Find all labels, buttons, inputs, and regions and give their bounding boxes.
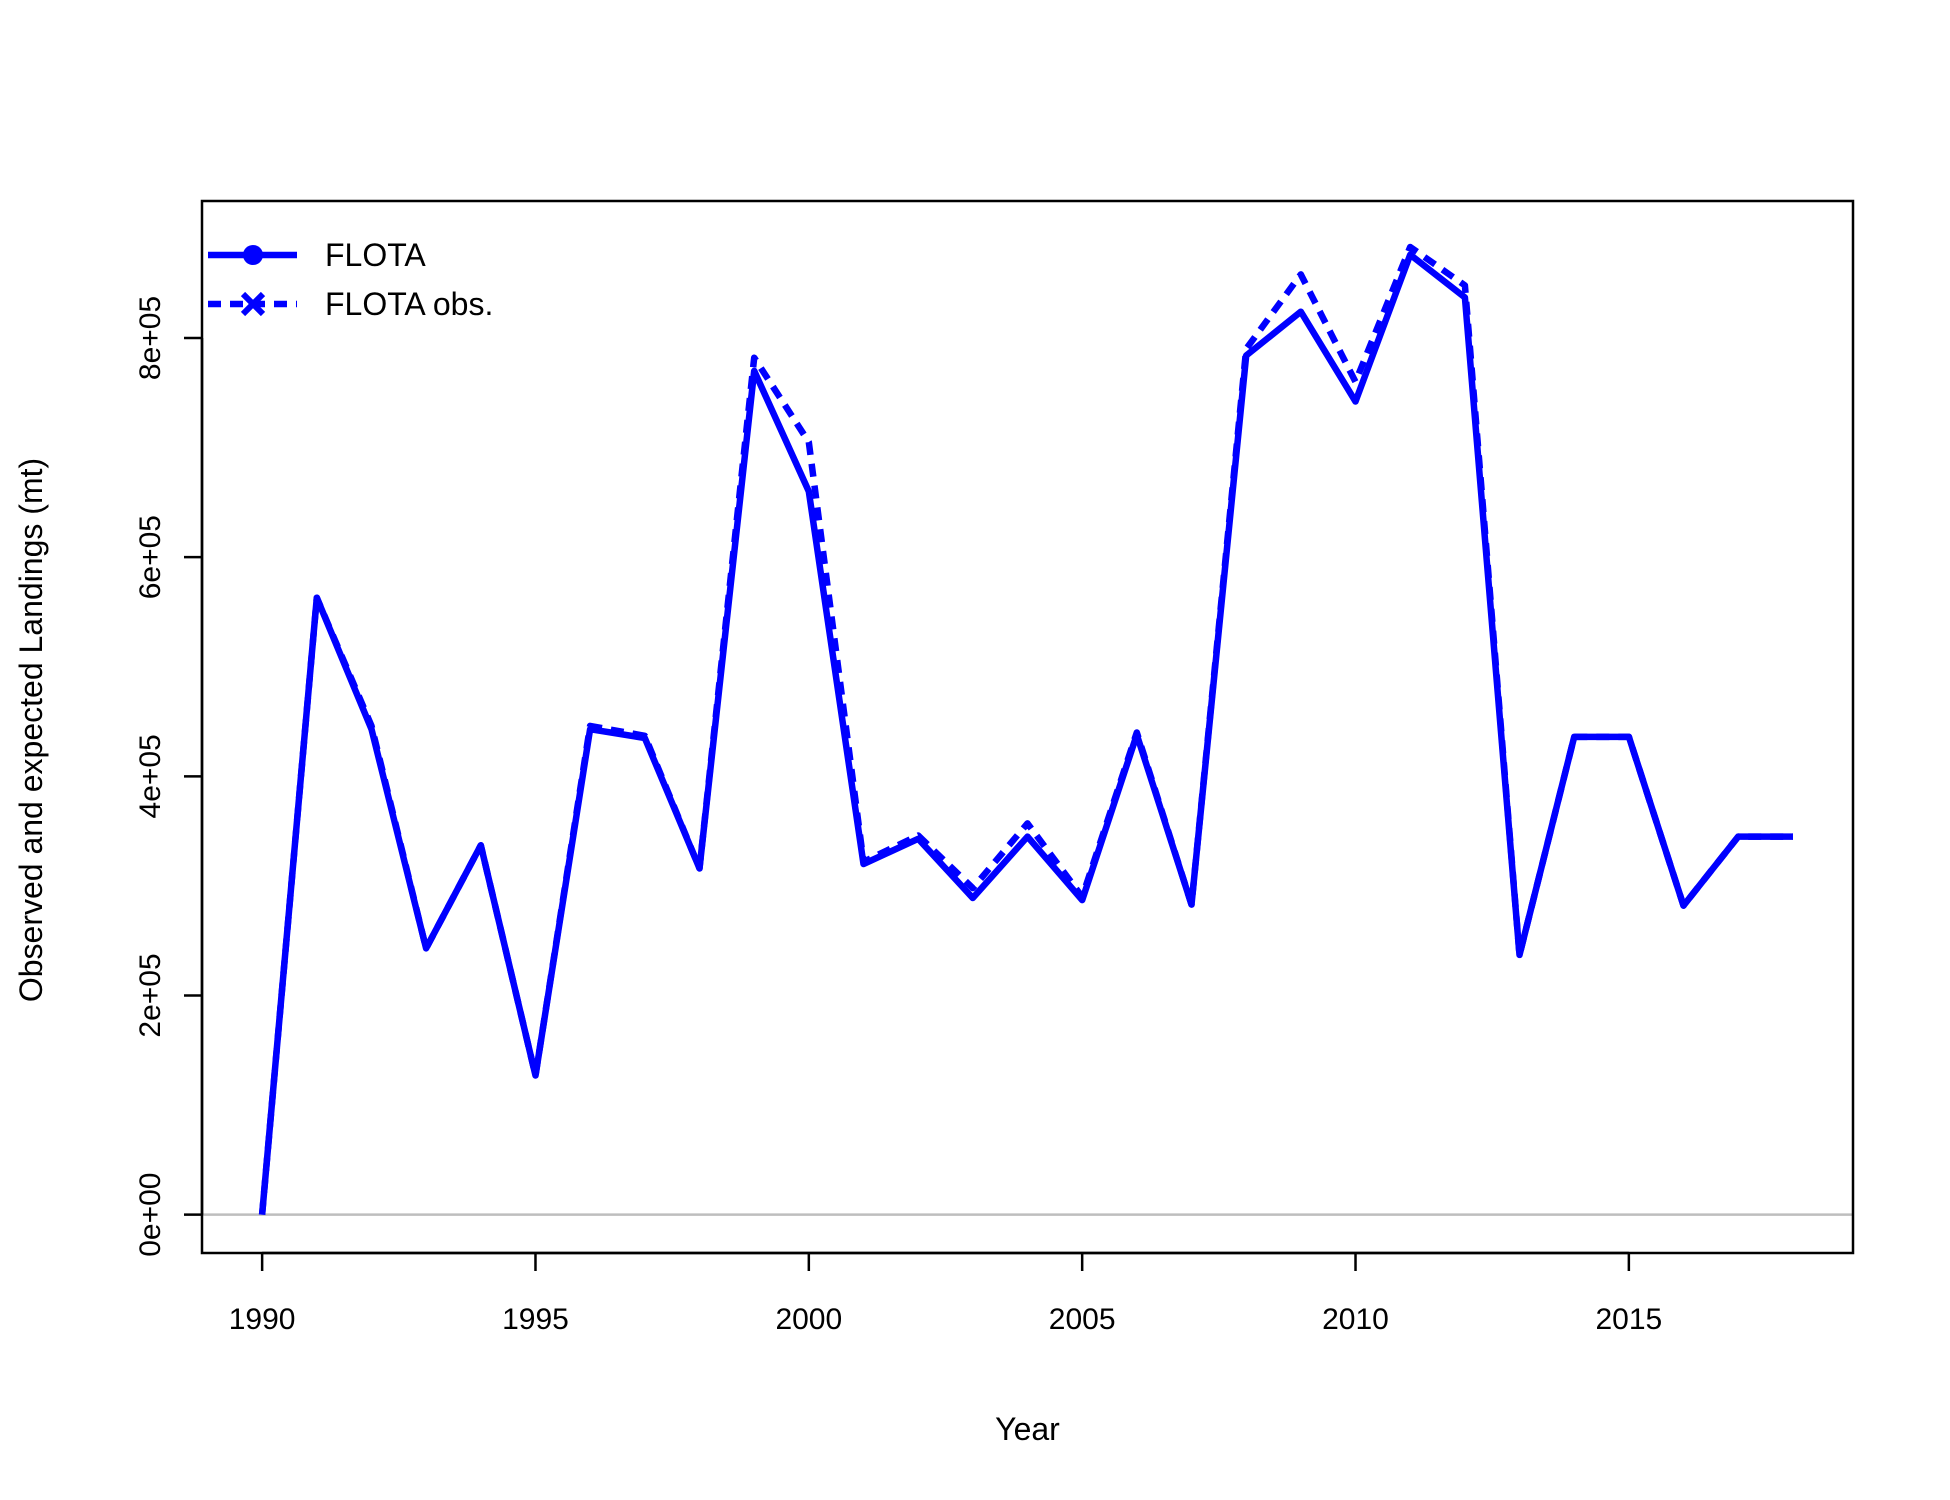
legend-marker-x (240, 291, 266, 317)
legend-label-1: FLOTA obs. (325, 286, 493, 322)
series-layer (258, 243, 1793, 1215)
y-tick-label: 2e+05 (134, 953, 167, 1037)
y-tick-label: 0e+00 (134, 1173, 167, 1257)
x-tick-label: 2015 (1595, 1303, 1662, 1336)
y-tick-label: 4e+05 (134, 734, 167, 818)
y-axis-title: Observed and expected Landings (mt) (13, 458, 49, 1002)
x-axis: 1990 1995 2000 2005 2010 2015 (229, 1251, 1662, 1336)
series-line-observed (258, 243, 1793, 1215)
x-tick-label: 2000 (775, 1303, 842, 1336)
y-axis: 0e+00 2e+05 4e+05 6e+05 8e+05 (134, 296, 204, 1257)
x-axis-title: Year (995, 1411, 1060, 1447)
legend-marker-circle (243, 245, 263, 265)
series-line-expected (258, 251, 1793, 1215)
y-tick-label: 8e+05 (134, 296, 167, 380)
x-tick-label: 2005 (1049, 1303, 1116, 1336)
legend-label-0: FLOTA (325, 237, 426, 273)
x-tick-label: 2010 (1322, 1303, 1389, 1336)
x-tick-label: 1990 (229, 1303, 296, 1336)
y-tick-label: 6e+05 (134, 515, 167, 599)
legend: FLOTA FLOTA obs. (208, 237, 493, 322)
x-tick-label: 1995 (502, 1303, 569, 1336)
plot-frame (200, 199, 1855, 1255)
